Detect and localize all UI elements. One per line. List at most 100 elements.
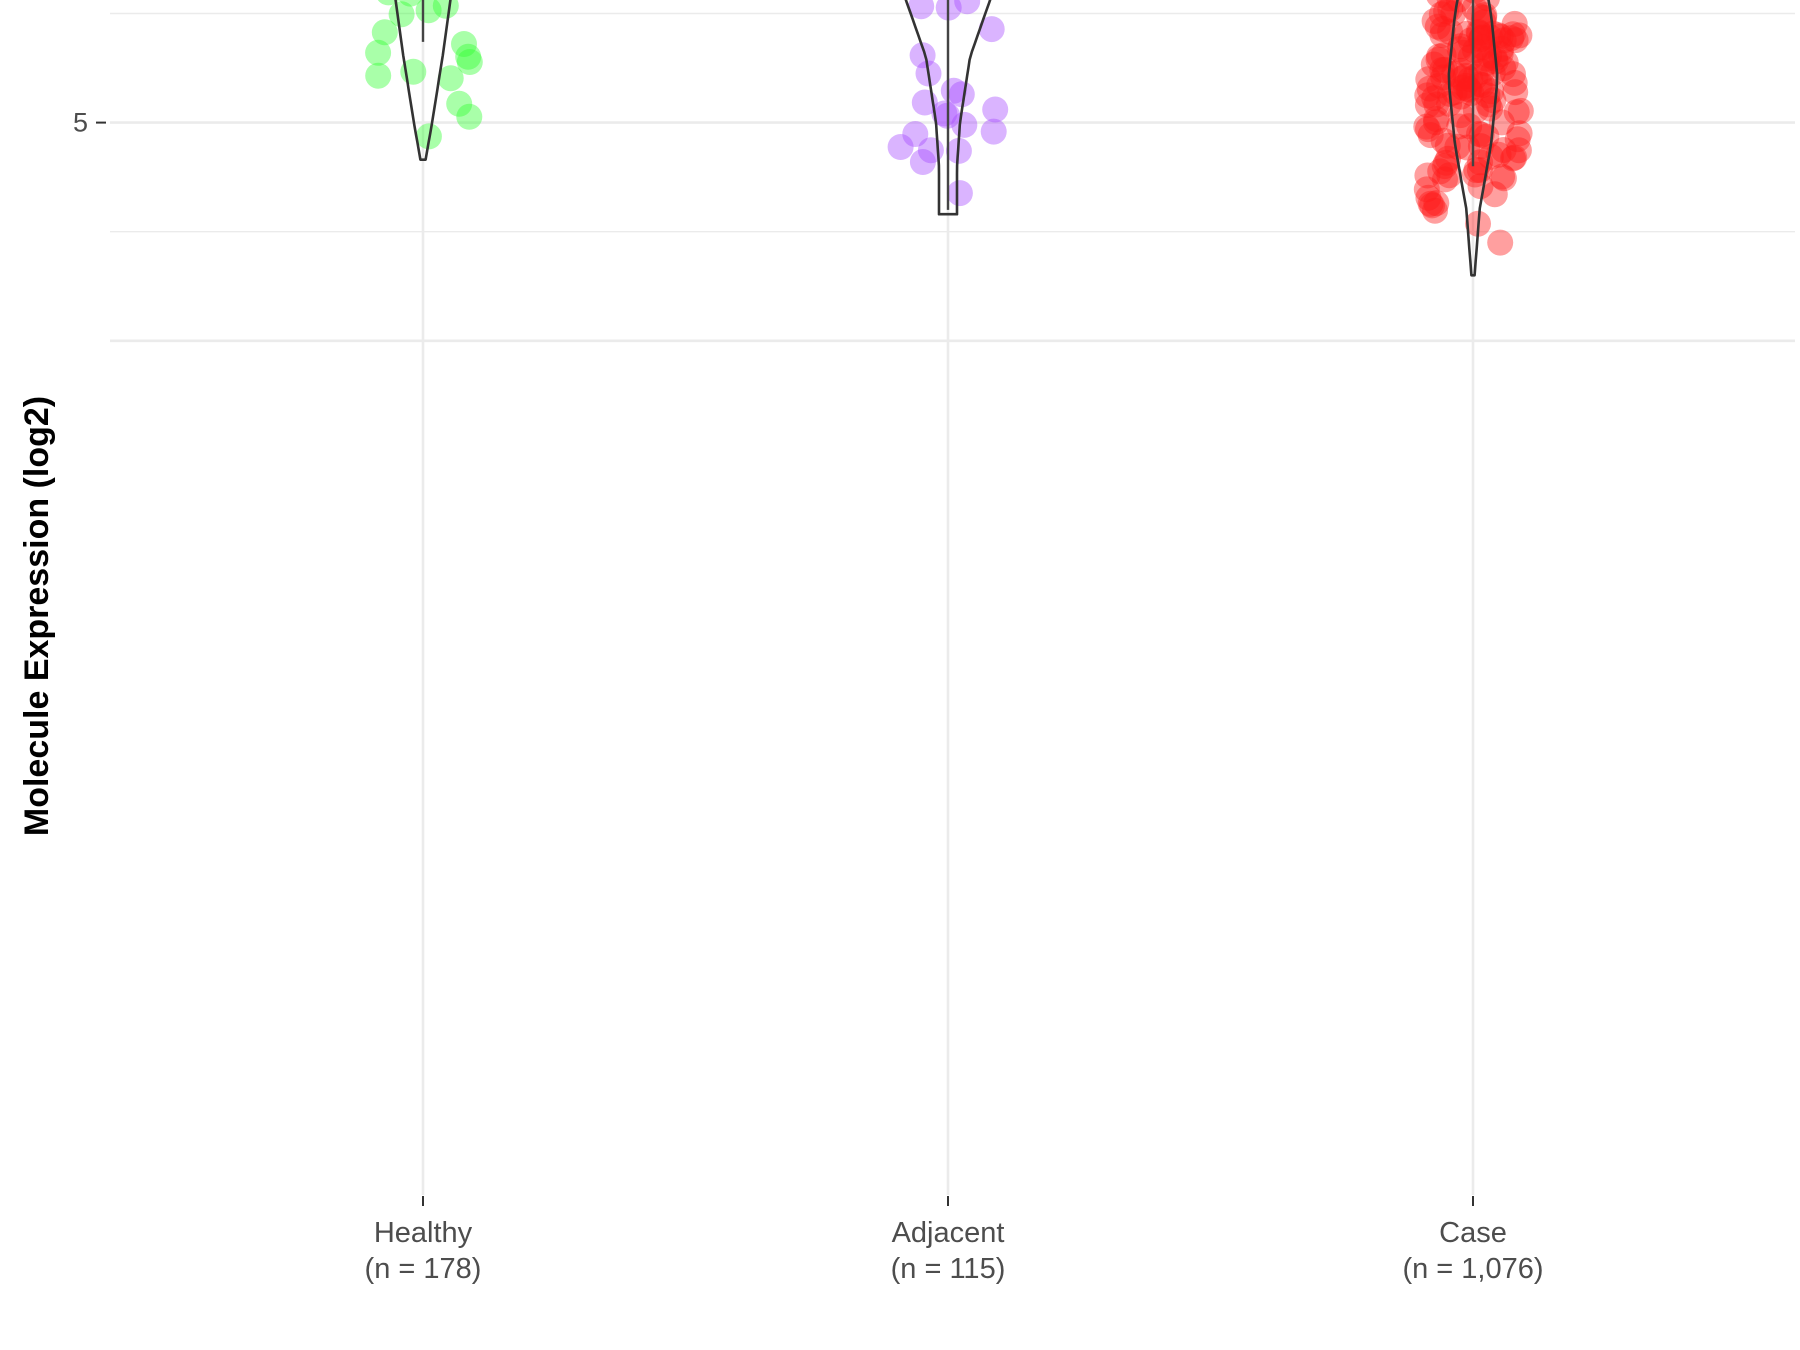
data-point — [1413, 113, 1440, 140]
data-point — [1502, 79, 1529, 106]
data-point — [1415, 116, 1441, 143]
data-point — [456, 103, 483, 130]
data-point — [1424, 13, 1451, 40]
data-point — [1422, 197, 1448, 224]
data-point — [1428, 1, 1455, 28]
data-point — [1432, 56, 1459, 83]
data-point — [1492, 49, 1519, 76]
data-point — [946, 180, 973, 207]
data-point — [1462, 161, 1488, 188]
data-point — [1480, 87, 1507, 114]
data-point — [1455, 75, 1482, 102]
data-point — [1500, 61, 1526, 88]
data-point — [1498, 25, 1525, 52]
data-point — [1501, 10, 1528, 37]
data-point — [1426, 43, 1452, 70]
data-point — [371, 19, 398, 46]
data-point — [1414, 162, 1441, 189]
data-point — [451, 31, 477, 57]
data-point — [1433, 0, 1460, 25]
x-tick-label: Adjacent — [892, 1217, 1005, 1249]
x-tick-count-label: (n = 178) — [365, 1253, 482, 1285]
data-point — [1499, 21, 1526, 48]
data-point — [1450, 39, 1477, 66]
data-point — [1425, 46, 1452, 73]
data-point — [1461, 0, 1488, 22]
data-point — [1506, 22, 1533, 49]
data-point — [1449, 65, 1476, 92]
data-point — [1421, 85, 1448, 112]
data-point — [1450, 74, 1476, 101]
violins — [394, 0, 1499, 277]
data-point — [1458, 80, 1485, 107]
data-point — [1420, 51, 1447, 78]
data-point — [1433, 149, 1460, 176]
point-group-healthy — [365, 0, 483, 150]
data-point — [1467, 133, 1494, 160]
data-point — [1489, 163, 1516, 190]
data-point — [1444, 133, 1471, 160]
data-point — [1415, 66, 1442, 93]
data-point — [456, 49, 483, 75]
data-point — [1422, 109, 1449, 136]
data-point — [1426, 0, 1452, 9]
data-point — [1507, 97, 1534, 124]
data-point — [1435, 145, 1462, 172]
data-point — [1430, 127, 1457, 154]
data-point — [1477, 143, 1504, 170]
data-point — [931, 100, 958, 127]
data-point — [1447, 102, 1474, 129]
data-point — [1462, 63, 1489, 90]
data-point — [909, 42, 936, 69]
x-tick-label: Case — [1439, 1217, 1507, 1249]
data-point — [1432, 166, 1458, 193]
data-point — [1477, 24, 1504, 51]
data-point — [1437, 18, 1464, 45]
x-tick-count-label: (n = 1,076) — [1402, 1253, 1543, 1285]
boxplot-adjacent — [946, 0, 950, 210]
data-point — [1485, 141, 1512, 168]
data-point — [1436, 90, 1463, 117]
data-point — [1463, 157, 1490, 184]
axes: 56789Healthy(n = 178)Adjacent(n = 115)Ca… — [73, 108, 1544, 1285]
data-point — [365, 62, 392, 89]
data-point — [1467, 173, 1494, 200]
data-point — [1502, 27, 1529, 54]
data-point — [954, 0, 981, 15]
data-point — [1423, 190, 1450, 217]
data-point — [978, 16, 1005, 43]
data-point — [1457, 66, 1484, 93]
data-point — [365, 39, 392, 66]
data-point — [1505, 137, 1532, 164]
data-points — [365, 0, 1534, 256]
data-point — [1447, 33, 1474, 60]
data-point — [432, 0, 459, 19]
point-group-case — [1413, 0, 1534, 256]
boxplot-healthy — [421, 0, 425, 42]
data-point — [948, 81, 975, 108]
data-point — [1417, 122, 1444, 149]
data-point — [1468, 58, 1495, 85]
boxplot-case — [1471, 0, 1475, 167]
data-point — [1431, 153, 1458, 180]
data-point — [1490, 27, 1517, 54]
data-point — [1462, 97, 1489, 124]
data-point — [1487, 229, 1514, 256]
data-point — [1481, 181, 1508, 208]
data-point — [980, 118, 1007, 145]
data-point — [1477, 95, 1504, 122]
data-point — [1417, 190, 1444, 217]
data-point — [1490, 137, 1517, 163]
data-point — [1456, 113, 1483, 140]
data-point — [1500, 145, 1526, 172]
data-point — [446, 90, 473, 117]
data-point — [1429, 16, 1456, 42]
data-point — [1426, 72, 1453, 99]
data-point — [1445, 0, 1472, 13]
data-point — [1501, 144, 1528, 171]
data-point — [902, 121, 929, 147]
data-point — [398, 0, 422, 7]
data-point — [388, 1, 415, 28]
x-tick-label: Healthy — [374, 1217, 473, 1249]
